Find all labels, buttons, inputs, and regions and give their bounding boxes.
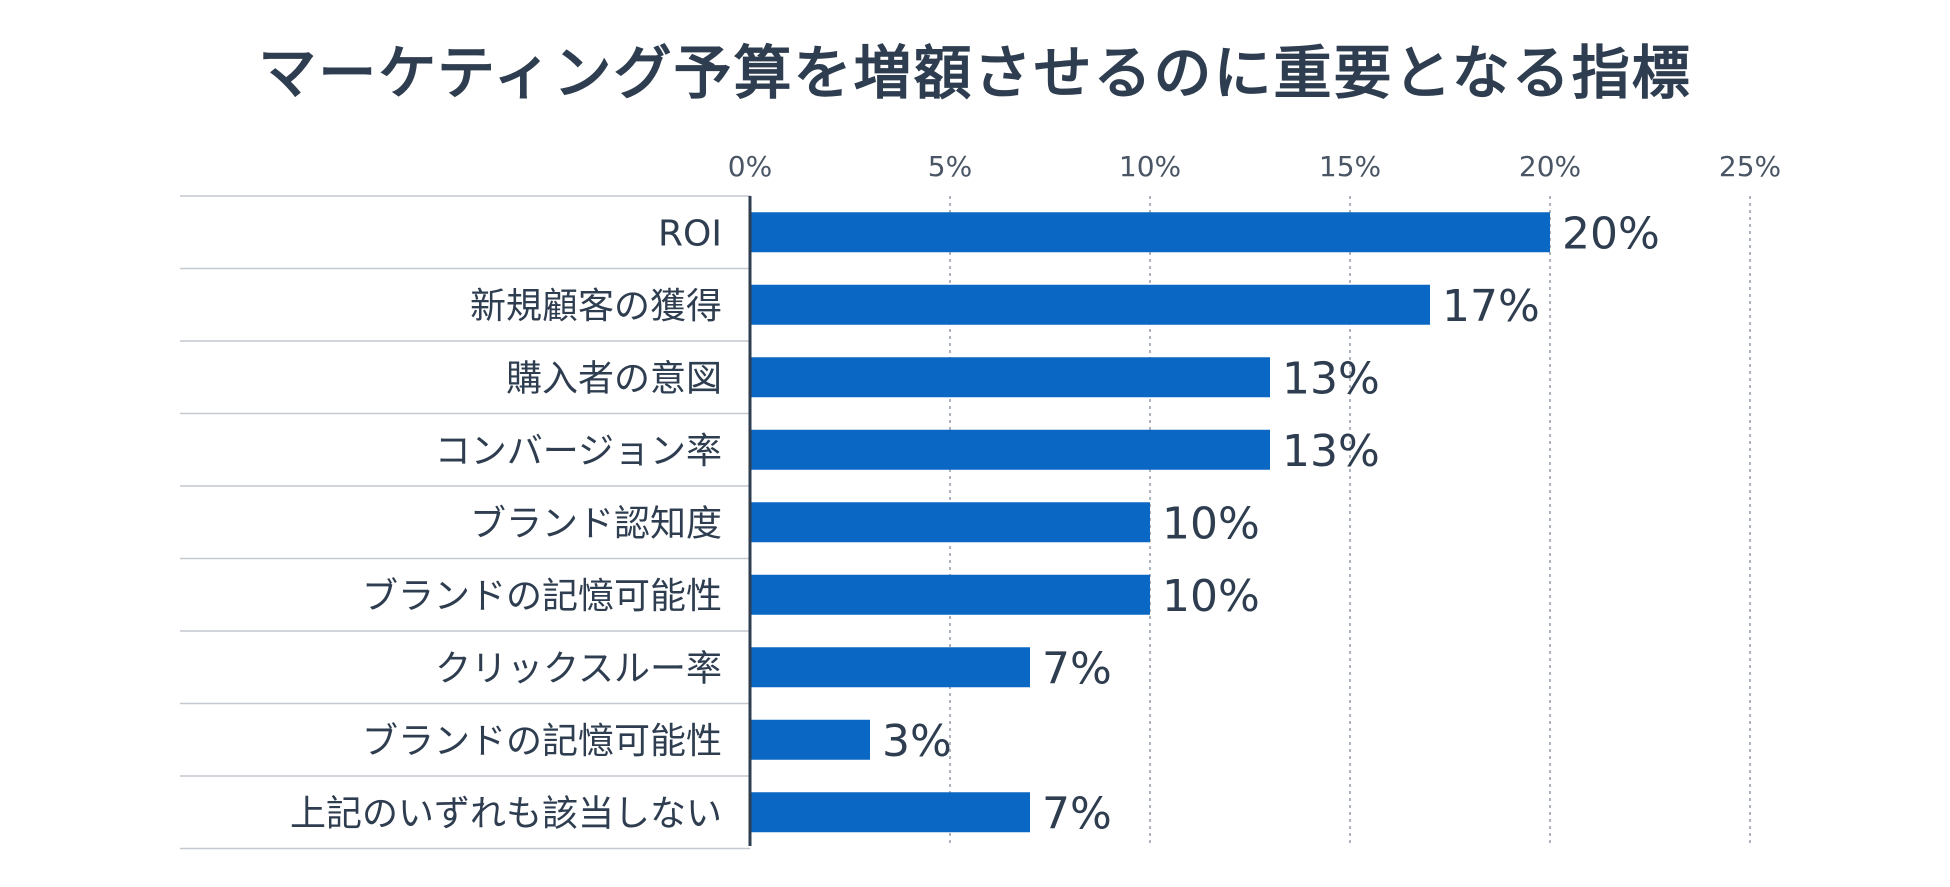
bar bbox=[750, 647, 1030, 688]
category-label: ブランドの記憶可能性 bbox=[362, 721, 722, 762]
value-label: 20% bbox=[1562, 208, 1660, 259]
category-label: ROI bbox=[658, 213, 722, 254]
value-label: 13% bbox=[1282, 426, 1380, 477]
value-label: 10% bbox=[1162, 571, 1260, 622]
category-label: 新規顧客の獲得 bbox=[470, 286, 722, 327]
value-label: 17% bbox=[1442, 281, 1540, 332]
bar bbox=[750, 357, 1270, 398]
chart-title: マーケティング予算を増額させるのに重要となる指標 bbox=[258, 39, 1692, 107]
category-label: 上記のいずれも該当しない bbox=[290, 793, 722, 834]
bar bbox=[750, 284, 1430, 325]
value-label: 3% bbox=[882, 716, 952, 767]
value-label: 7% bbox=[1042, 643, 1112, 694]
row-separators bbox=[180, 195, 750, 850]
x-tick-label: 15% bbox=[1319, 150, 1381, 183]
bar bbox=[750, 429, 1270, 470]
value-label: 7% bbox=[1042, 788, 1112, 839]
category-label: 購入者の意図 bbox=[506, 358, 722, 399]
bar bbox=[750, 792, 1030, 833]
x-axis-ticks: 0% 5% 10% 15% 20% 25% bbox=[728, 150, 1781, 183]
x-tick-label: 5% bbox=[928, 150, 972, 183]
category-label: クリックスルー率 bbox=[435, 648, 722, 689]
x-tick-label: 0% bbox=[728, 150, 772, 183]
value-labels: 20% 17% 13% 13% 10% 10% 7% 3% 7% bbox=[882, 208, 1660, 839]
bar bbox=[750, 719, 870, 760]
category-label: ブランド認知度 bbox=[470, 503, 722, 544]
bar bbox=[750, 502, 1150, 543]
bar bbox=[750, 212, 1550, 253]
category-label: ブランドの記憶可能性 bbox=[362, 576, 722, 617]
category-labels: ROI 新規顧客の獲得購入者の意図コンバージョン率ブランド認知度ブランドの記憶可能… bbox=[290, 213, 722, 834]
x-tick-label: 10% bbox=[1119, 150, 1181, 183]
bar bbox=[750, 574, 1150, 615]
value-label: 10% bbox=[1162, 498, 1260, 549]
value-label: 13% bbox=[1282, 353, 1380, 404]
x-tick-label: 25% bbox=[1719, 150, 1781, 183]
bars bbox=[750, 212, 1550, 833]
x-tick-label: 20% bbox=[1519, 150, 1581, 183]
category-label: コンバージョン率 bbox=[435, 431, 722, 472]
